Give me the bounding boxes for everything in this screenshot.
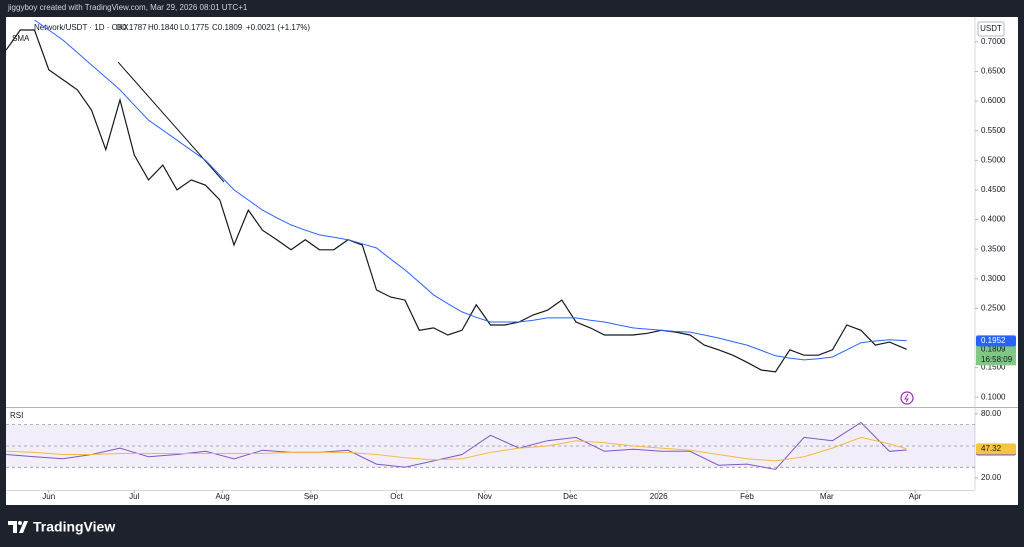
x-tick-label: Oct: [390, 492, 403, 501]
band-fill: [6, 424, 975, 468]
y-tick-label: 20.00: [981, 473, 1002, 482]
header-title: jiggyboy created with TradingView.com, M…: [7, 3, 248, 12]
y-tick-label: 0.4000: [981, 215, 1006, 224]
currency: USDT: [980, 24, 1002, 33]
last-value-box: [976, 443, 1016, 455]
event-icon[interactable]: [900, 391, 914, 405]
y-tick-label: 0.7000: [981, 37, 1006, 46]
legend-symbol: Network/USDT · 1D · OKX: [34, 23, 129, 32]
x-tick-label: Jul: [129, 492, 139, 501]
x-tick-label: Dec: [563, 492, 577, 501]
series-line: [6, 436, 907, 462]
x-tick-label: Sep: [304, 492, 319, 501]
x-tick-label: 2026: [650, 492, 668, 501]
last-value-label: 0.1809: [981, 344, 1006, 353]
legend-close: C0.1809: [212, 23, 243, 32]
last-value-label: 47.32: [981, 444, 1002, 453]
last-value-box: [976, 335, 1016, 347]
last-value-box: [976, 343, 1016, 355]
y-tick-label: 0.4500: [981, 185, 1006, 194]
legend-open: O0.1787: [116, 23, 147, 32]
trend-line: [117, 61, 225, 183]
y-tick-label: 0.2500: [981, 303, 1006, 312]
brand: TradingView: [33, 519, 115, 535]
y-tick-label: 0.1000: [981, 392, 1006, 401]
x-tick-label: Aug: [215, 492, 229, 501]
logo-mark: [8, 521, 28, 533]
x-tick-label: Apr: [909, 492, 922, 501]
x-tick-label: Jun: [42, 492, 55, 501]
last-value-label: 0.1952: [981, 336, 1006, 345]
series-line: [6, 421, 907, 471]
chart-area: [6, 17, 1018, 505]
y-tick-label: 0.1500: [981, 363, 1006, 372]
y-tick-label: 0.3000: [981, 274, 1006, 283]
y-tick-label: 0.3500: [981, 244, 1006, 253]
currency-box: [977, 21, 1005, 37]
legend-indicator: SMA: [12, 34, 30, 43]
countdown-box: [976, 354, 1016, 366]
y-tick-label: 0.5500: [981, 126, 1006, 135]
x-tick-label: Feb: [740, 492, 754, 501]
event-bolt: [904, 393, 909, 403]
rsi-title: RSI: [10, 411, 23, 420]
x-tick-label: Nov: [478, 492, 492, 501]
series-line: [34, 19, 907, 361]
legend-low: L0.1775: [180, 23, 209, 32]
countdown: 16:58:09: [981, 355, 1013, 364]
legend-change: +0.0021 (+1.17%): [246, 23, 310, 32]
legend-high: H0.1840: [148, 23, 179, 32]
y-tick-label: 0.6500: [981, 67, 1006, 76]
y-tick-label: 0.6000: [981, 96, 1006, 105]
logo-dot: [18, 521, 22, 525]
x-tick-label: Mar: [820, 492, 834, 501]
y-tick-label: 0.5000: [981, 155, 1006, 164]
y-tick-label: 80.00: [981, 409, 1002, 418]
series-line: [6, 29, 907, 373]
brand-logo: [8, 521, 28, 533]
